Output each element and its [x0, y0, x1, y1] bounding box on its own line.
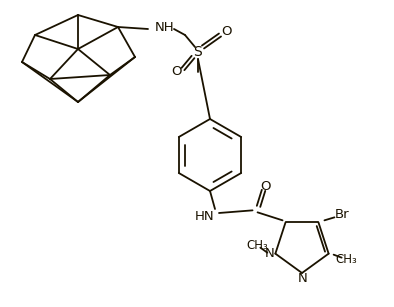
- Text: O: O: [222, 25, 232, 37]
- Text: HN: HN: [195, 211, 215, 223]
- Text: O: O: [260, 180, 271, 193]
- Text: Br: Br: [335, 208, 350, 221]
- Text: S: S: [193, 45, 203, 59]
- Text: NH: NH: [155, 21, 175, 33]
- Text: N: N: [264, 247, 274, 260]
- Text: O: O: [172, 64, 182, 77]
- Text: CH₃: CH₃: [336, 253, 357, 266]
- Text: CH₃: CH₃: [247, 239, 268, 252]
- Text: N: N: [298, 271, 308, 285]
